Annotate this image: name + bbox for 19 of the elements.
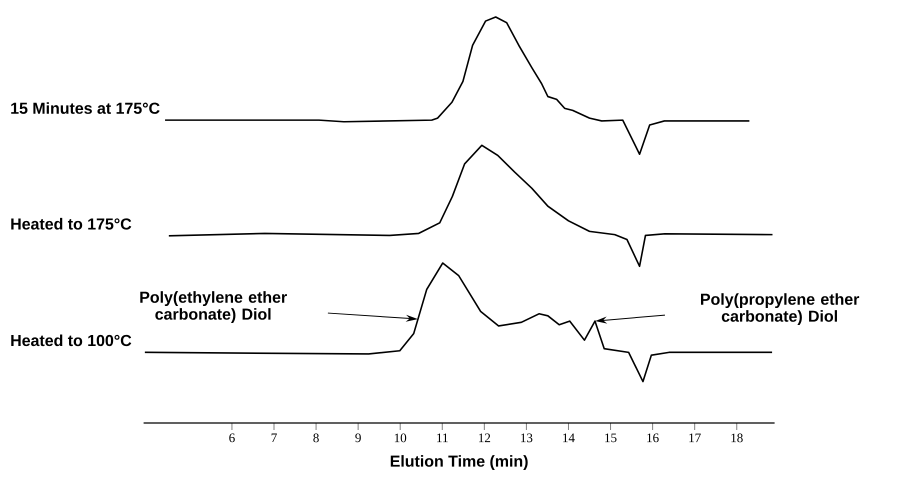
x-tick-label: 17 <box>689 434 701 442</box>
x-tick-label: 14 <box>563 434 575 442</box>
x-tick-label: 12 <box>479 434 490 442</box>
series-label: Heated to 100°C <box>11 334 132 346</box>
x-tick-label: 13 <box>521 434 532 442</box>
annotation: Poly(propylene ether carbonate) Diol <box>700 293 860 325</box>
x-axis-title: Elution Time (min) <box>390 455 528 470</box>
series-label: 15 Minutes at 175°C <box>11 102 160 114</box>
x-tick-label: 7 <box>272 434 277 442</box>
text: Heated to 175°C <box>11 218 132 230</box>
x-tick-label: 16 <box>647 434 659 442</box>
annotation: Poly(ethylene ether carbonate) Diol <box>140 291 287 323</box>
x-tick-label: 8 <box>313 434 319 442</box>
x-tick-label: 6 <box>229 434 235 442</box>
x-tick-label: 11 <box>437 434 448 442</box>
x-tick-label: 9 <box>355 434 361 442</box>
x-tick-label: 10 <box>394 434 406 442</box>
x-tick-label: 18 <box>731 434 743 442</box>
x-tick-label: 15 <box>605 434 617 442</box>
